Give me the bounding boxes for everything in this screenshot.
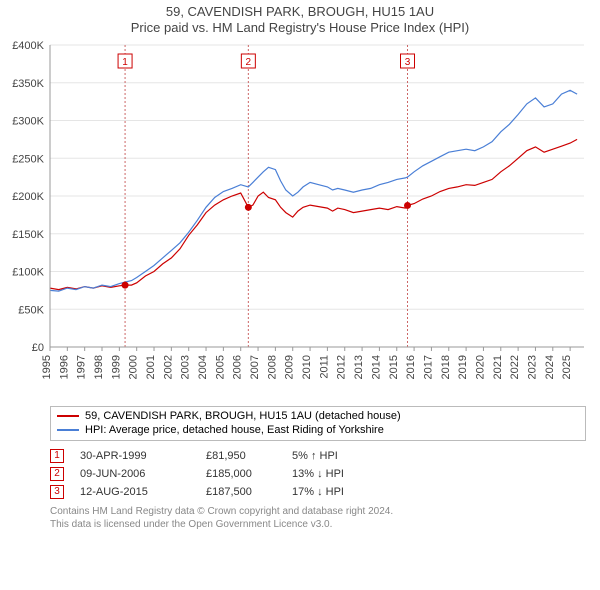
event-row: 1 30-APR-1999 £81,950 5% ↑ HPI <box>50 447 586 465</box>
svg-text:£300K: £300K <box>12 116 44 128</box>
svg-text:£250K: £250K <box>12 153 44 165</box>
event-date: 09-JUN-2006 <box>80 468 190 480</box>
footer-line2: This data is licensed under the Open Gov… <box>50 518 586 531</box>
svg-text:2007: 2007 <box>249 355 261 379</box>
svg-text:£150K: £150K <box>12 229 44 241</box>
svg-text:2018: 2018 <box>440 355 452 379</box>
svg-text:2020: 2020 <box>474 355 486 379</box>
svg-text:2023: 2023 <box>526 355 538 379</box>
event-price: £187,500 <box>206 486 276 498</box>
svg-text:2001: 2001 <box>145 355 157 379</box>
chart: £0 £50K £100K £150K £200K £250K £300K £350K £400… <box>0 37 600 402</box>
legend-label-hpi: HPI: Average price, detached house, East… <box>85 423 384 437</box>
event-date: 30-APR-1999 <box>80 450 190 462</box>
chart-svg: £0 £50K £100K £150K £200K £250K £300K £350K £400… <box>0 37 600 397</box>
svg-text:2009: 2009 <box>284 355 296 379</box>
svg-text:2025: 2025 <box>561 355 573 379</box>
svg-text:£200K: £200K <box>12 191 44 203</box>
svg-text:1998: 1998 <box>93 355 105 379</box>
svg-text:1995: 1995 <box>41 355 53 379</box>
svg-text:2013: 2013 <box>353 355 365 379</box>
svg-text:1997: 1997 <box>76 355 88 379</box>
svg-text:2024: 2024 <box>544 355 556 379</box>
event-price: £185,000 <box>206 468 276 480</box>
svg-text:2021: 2021 <box>492 355 504 379</box>
svg-text:£0: £0 <box>32 342 44 354</box>
svg-text:£400K: £400K <box>12 40 44 52</box>
svg-text:2002: 2002 <box>162 355 174 379</box>
event-num: 1 <box>50 449 64 463</box>
svg-text:2019: 2019 <box>457 355 469 379</box>
event-row: 2 09-JUN-2006 £185,000 13% ↓ HPI <box>50 465 586 483</box>
event-date: 12-AUG-2015 <box>80 486 190 498</box>
footer: Contains HM Land Registry data © Crown c… <box>50 505 586 531</box>
svg-text:1996: 1996 <box>58 355 70 379</box>
svg-text:2005: 2005 <box>214 355 226 379</box>
event-num: 2 <box>50 467 64 481</box>
legend-swatch-price <box>57 415 79 417</box>
svg-text:2004: 2004 <box>197 355 209 379</box>
legend-row-price: 59, CAVENDISH PARK, BROUGH, HU15 1AU (de… <box>57 409 579 423</box>
svg-text:2: 2 <box>246 57 252 68</box>
svg-text:£100K: £100K <box>12 267 44 279</box>
svg-text:2008: 2008 <box>266 355 278 379</box>
svg-text:2014: 2014 <box>370 355 382 379</box>
legend-swatch-hpi <box>57 429 79 431</box>
legend: 59, CAVENDISH PARK, BROUGH, HU15 1AU (de… <box>50 406 586 441</box>
svg-text:2003: 2003 <box>180 355 192 379</box>
svg-text:£350K: £350K <box>12 78 44 90</box>
svg-text:2012: 2012 <box>336 355 348 379</box>
event-row: 3 12-AUG-2015 £187,500 17% ↓ HPI <box>50 483 586 501</box>
footer-line1: Contains HM Land Registry data © Crown c… <box>50 505 586 518</box>
svg-text:1: 1 <box>122 57 128 68</box>
svg-text:2010: 2010 <box>301 355 313 379</box>
svg-text:£50K: £50K <box>18 304 44 316</box>
title-sub: Price paid vs. HM Land Registry's House … <box>0 20 600 35</box>
svg-text:1999: 1999 <box>110 355 122 379</box>
svg-text:2015: 2015 <box>388 355 400 379</box>
title-main: 59, CAVENDISH PARK, BROUGH, HU15 1AU <box>0 4 600 19</box>
svg-text:2022: 2022 <box>509 355 521 379</box>
svg-text:2016: 2016 <box>405 355 417 379</box>
svg-text:2006: 2006 <box>232 355 244 379</box>
event-diff: 13% ↓ HPI <box>292 468 382 480</box>
legend-row-hpi: HPI: Average price, detached house, East… <box>57 423 579 437</box>
svg-text:2000: 2000 <box>128 355 140 379</box>
legend-label-price: 59, CAVENDISH PARK, BROUGH, HU15 1AU (de… <box>85 409 401 423</box>
event-price: £81,950 <box>206 450 276 462</box>
svg-text:2017: 2017 <box>422 355 434 379</box>
event-num: 3 <box>50 485 64 499</box>
event-diff: 5% ↑ HPI <box>292 450 382 462</box>
svg-text:3: 3 <box>405 57 411 68</box>
events-table: 1 30-APR-1999 £81,950 5% ↑ HPI 2 09-JUN-2006 £… <box>50 447 586 501</box>
svg-text:2011: 2011 <box>318 355 330 379</box>
event-diff: 17% ↓ HPI <box>292 486 382 498</box>
